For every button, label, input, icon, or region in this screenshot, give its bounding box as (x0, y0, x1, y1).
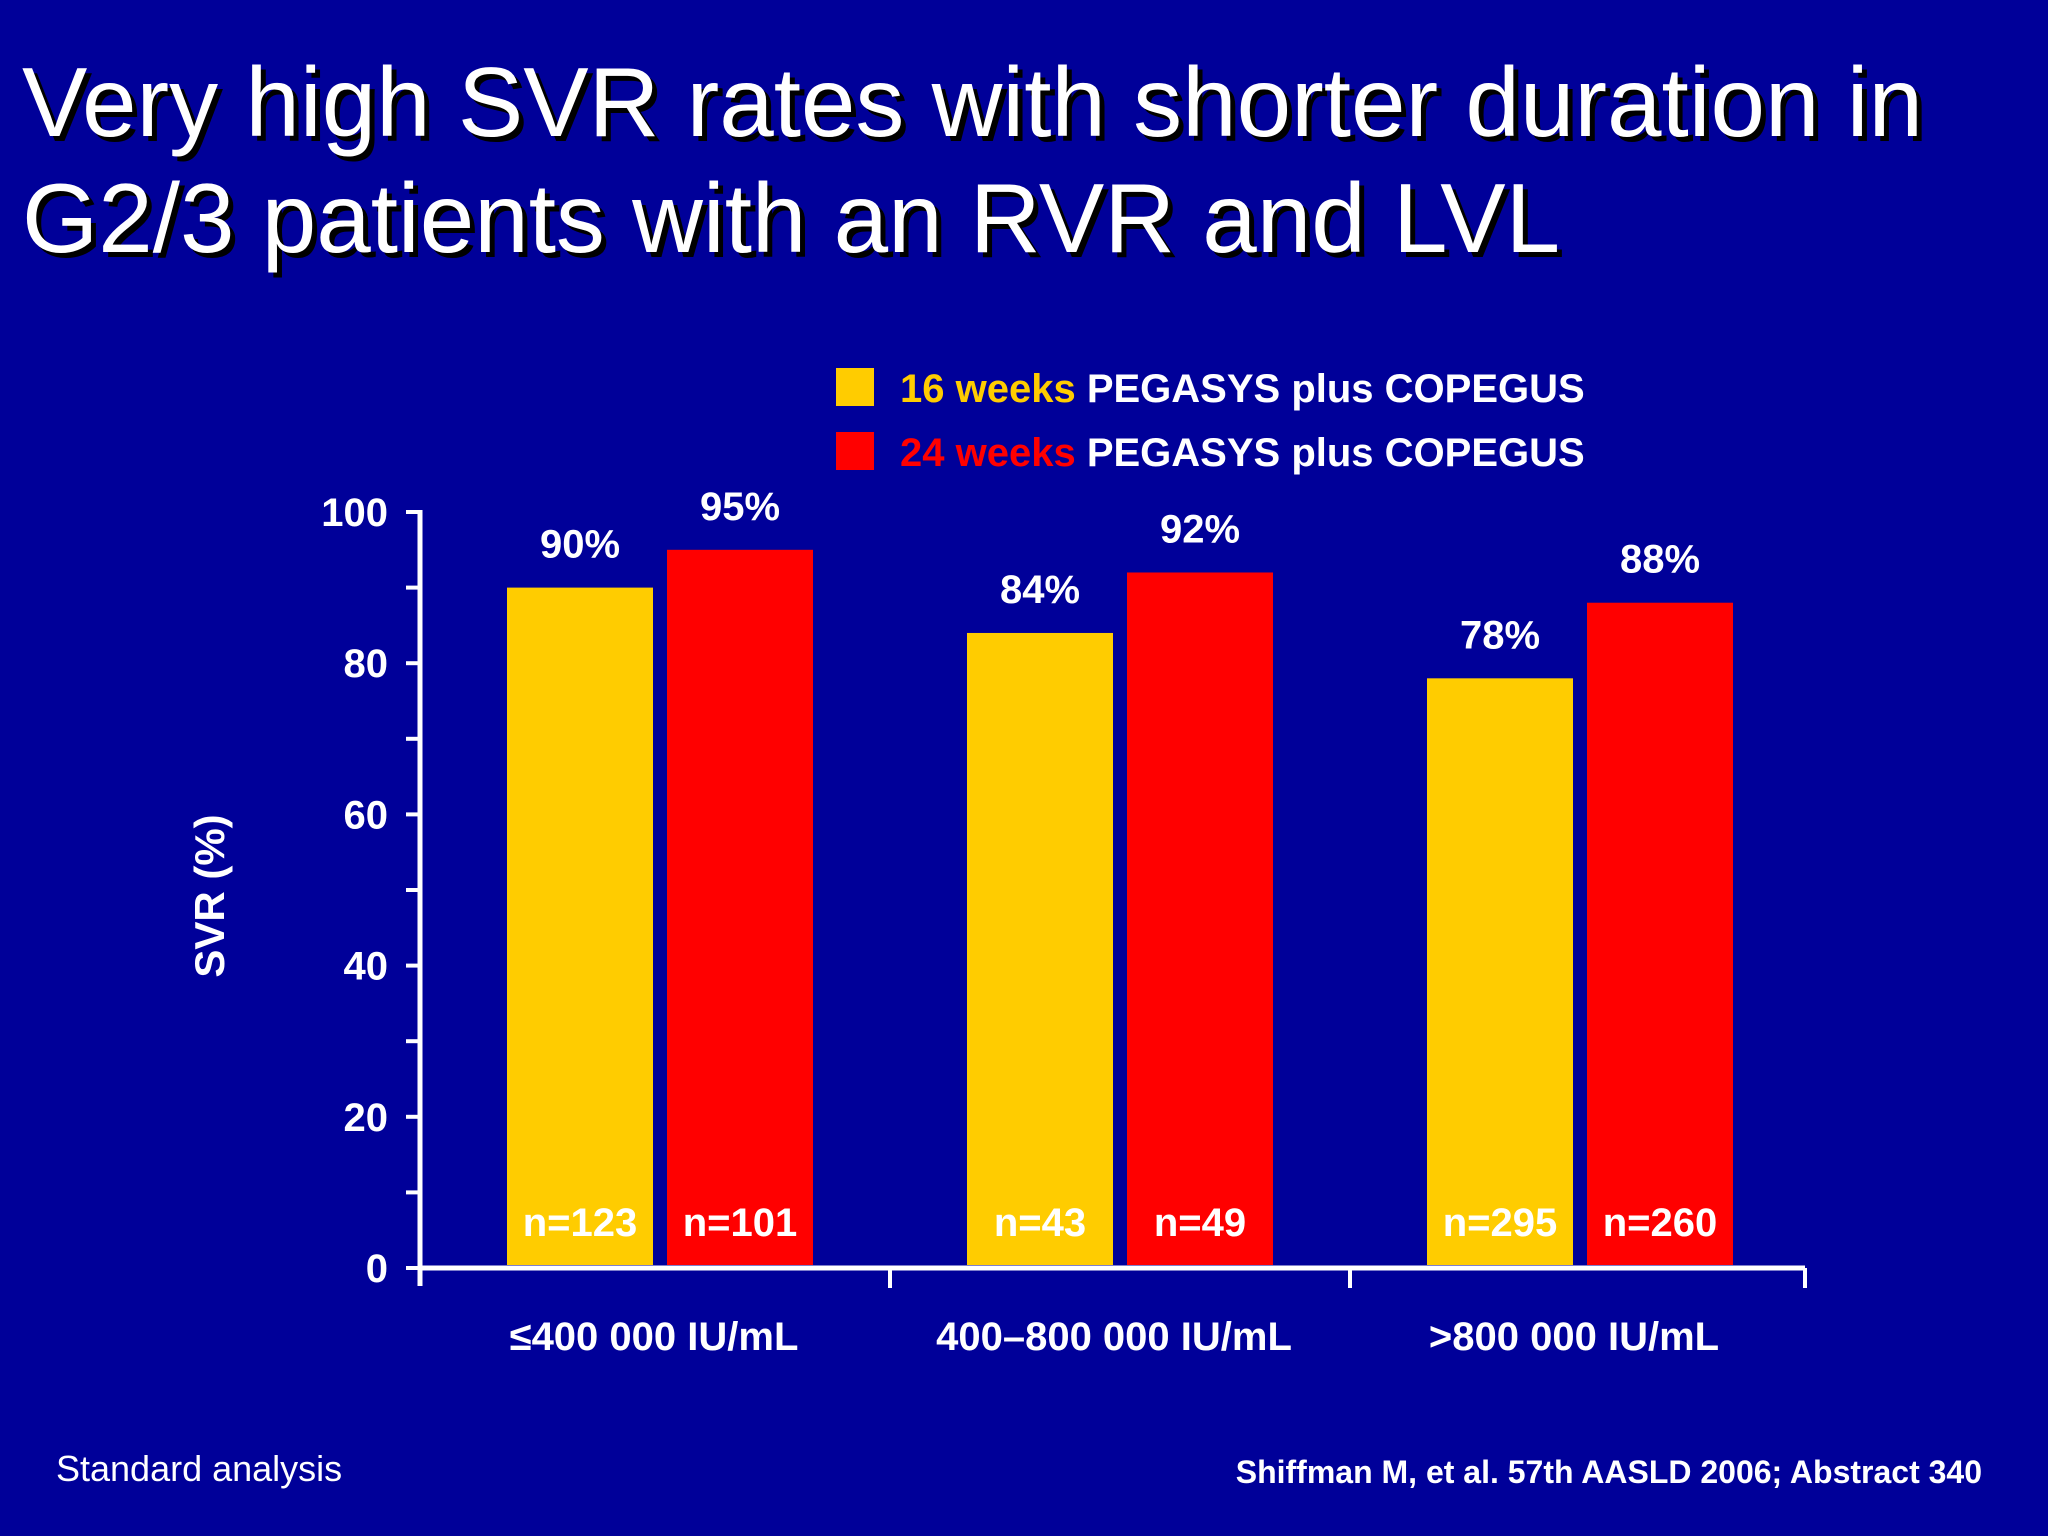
bar-value-label: 92% (1160, 507, 1240, 551)
bar-value-label: 90% (540, 523, 620, 567)
bar-n-label: n=295 (1443, 1201, 1558, 1245)
bar-n-label: n=101 (683, 1201, 798, 1245)
y-tick-label: 80 (344, 642, 389, 686)
bar-value-label: 95% (700, 485, 780, 529)
x-category-label: 400–800 000 IU/mL (936, 1315, 1292, 1359)
bar-16-weeks (1427, 678, 1573, 1265)
y-tick-label: 20 (344, 1096, 389, 1140)
bar-24-weeks (1127, 572, 1273, 1265)
legend-duration: 16 weeks (900, 367, 1076, 411)
bar-n-label: n=43 (994, 1201, 1086, 1245)
legend-regimen: PEGASYS plus COPEGUS (1076, 367, 1585, 411)
bar-n-label: n=49 (1154, 1201, 1246, 1245)
legend-swatch-24-weeks (836, 432, 874, 470)
slide-title-line-1: Very high SVR rates with shorter duratio… (22, 47, 1924, 157)
bar-value-label: 84% (1000, 568, 1080, 612)
bar-n-label: n=123 (523, 1201, 638, 1245)
bar-24-weeks (1587, 602, 1733, 1265)
legend-swatch-16-weeks (836, 368, 874, 406)
footer-citation: Shiffman M, et al. 57th AASLD 2006; Abst… (1235, 1454, 1982, 1490)
y-tick-label: 60 (344, 793, 389, 837)
legend-duration: 24 weeks (900, 431, 1076, 475)
bar-value-label: 88% (1620, 538, 1700, 582)
y-tick-label: 100 (321, 491, 388, 535)
y-tick-label: 40 (344, 945, 389, 989)
y-axis-title: SVR (%) (186, 814, 233, 977)
bar-value-label: 78% (1460, 613, 1540, 657)
legend-label: 16 weeks PEGASYS plus COPEGUS (900, 367, 1585, 411)
footer-analysis-note: Standard analysis (56, 1448, 343, 1489)
bar-16-weeks (507, 587, 653, 1265)
legend-regimen: PEGASYS plus COPEGUS (1076, 431, 1585, 475)
legend-label: 24 weeks PEGASYS plus COPEGUS (900, 431, 1585, 475)
bar-24-weeks (667, 549, 813, 1265)
x-category-label: ≤400 000 IU/mL (510, 1315, 799, 1359)
y-tick-label: 0 (366, 1247, 388, 1291)
bar-n-label: n=260 (1603, 1201, 1718, 1245)
bar-16-weeks (967, 632, 1113, 1265)
slide-title: Very high SVR rates with shorter duratio… (22, 44, 2032, 276)
slide-title-line-2: G2/3 patients with an RVR and LVL (22, 163, 1561, 273)
x-category-label: >800 000 IU/mL (1429, 1315, 1719, 1359)
